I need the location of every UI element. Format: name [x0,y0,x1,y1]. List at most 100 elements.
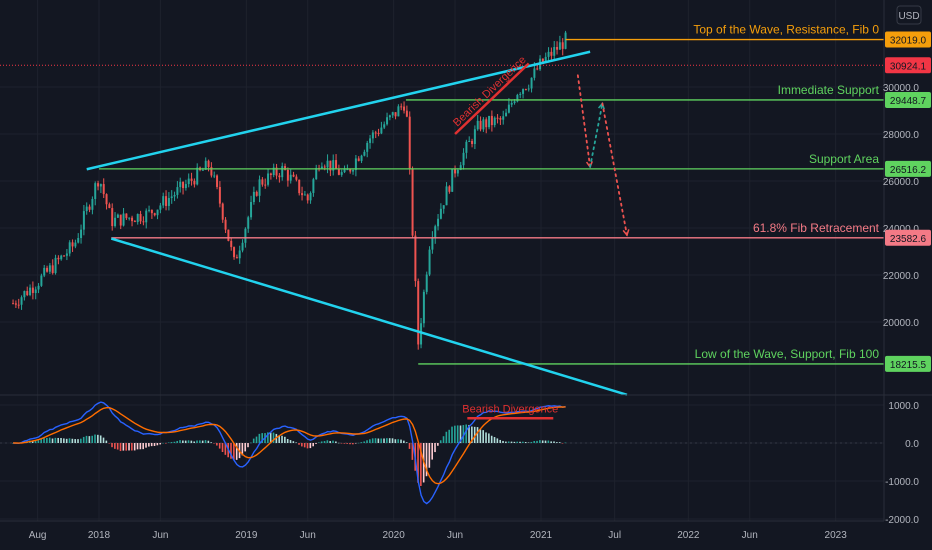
macd-histogram-bar [312,443,314,447]
macd-histogram-bar [216,443,218,446]
macd-histogram-bar [439,440,442,443]
macd-histogram-bar [119,443,122,452]
macd-histogram-bar [142,443,144,450]
macd-histogram-bar [193,441,195,443]
x-tick-label: Jun [300,530,316,541]
candle-body [148,209,151,211]
candle-body [454,169,457,174]
macd-histogram-bar [80,438,82,443]
candle-body [488,115,491,128]
macd-histogram-bar [281,435,283,443]
macd-histogram-bar [352,443,354,445]
macd-histogram-bar [437,443,439,446]
macd-histogram-bar [159,443,161,445]
macd-histogram-bar [346,443,348,444]
x-tick-label: 2022 [677,530,700,541]
candle-body [496,117,499,119]
candle-body [275,167,278,176]
macd-histogram-bar [493,437,496,443]
macd-histogram-bar [88,436,91,443]
macd-histogram-bar [210,442,212,443]
macd-histogram-bar [199,440,201,443]
macd-histogram-bar [258,433,261,443]
currency-button[interactable]: USD [896,5,922,25]
candle-body [451,169,454,192]
macd-histogram-bar [114,443,116,449]
macd-histogram-bar [111,443,113,448]
macd-histogram-bar [471,426,473,443]
upper-trendline[interactable] [86,50,591,171]
lower-trendline[interactable] [110,237,628,397]
candle-body [190,178,193,181]
candle-body [439,208,442,219]
level-price-tag-text: 29448.7 [890,96,927,107]
macd-histogram-bar [272,432,275,443]
candle-body [136,213,139,222]
macd-histogram-bar [533,441,535,443]
macd-histogram-bar [530,441,533,443]
macd-histogram-bar [522,441,524,443]
level-price-tag [885,355,931,372]
macd-histogram-bar [241,443,244,456]
candle-body [150,209,153,214]
price-divergence-line[interactable] [454,62,530,135]
macd-histogram-bar [394,439,397,443]
macd-histogram-bar [190,440,193,443]
macd-histogram-bar [196,440,198,443]
macd-histogram-bar [284,436,286,443]
macd-histogram-bar [182,440,184,443]
macd-histogram-bar [57,437,59,443]
candle-body [547,51,550,57]
candle-body [216,175,219,187]
macd-histogram-bar [235,443,238,460]
projection-segment [601,102,628,236]
candle-body [227,229,230,241]
candle-body [88,206,91,210]
candle-body [473,129,476,144]
macd-histogram-bar [490,435,493,443]
candle-body [422,291,425,324]
level-price-tag-text: 30924.1 [890,61,927,72]
macd-histogram-bar [405,442,408,443]
macd-histogram-bar [221,443,224,453]
macd-histogram-bar [547,440,550,443]
candle-body [57,257,60,260]
candle-body [250,202,253,218]
level-price-tag [885,160,931,177]
macd-histogram-bar [201,440,204,443]
x-tick-label: Aug [29,530,47,541]
candle-body [403,106,406,111]
candle-body [522,89,525,94]
y-tick-label: 30000.0 [883,83,920,94]
candle-body [352,170,355,172]
horizontal-levels: Top of the Wave, Resistance, Fib 0 Immedi… [0,23,884,365]
candle-body [145,210,148,223]
macd-histogram-bar [224,443,227,455]
candle-body [502,116,505,120]
macd-indicator: Bearish Divergence [0,401,884,505]
candle-body [196,167,199,185]
candle-body [34,289,37,293]
candle-body [323,166,326,168]
candle-body [471,140,474,144]
macd-histogram-bar [369,439,371,443]
macd-histogram-bar [82,436,85,443]
candle-body [505,112,508,117]
macd-histogram-bar [105,440,108,443]
y-tick-label: 28000.0 [883,130,920,141]
candle-body [556,46,559,50]
macd-histogram-bar [91,435,93,443]
candle-body [391,112,394,116]
candle-body [210,167,213,176]
candle-body [332,160,335,171]
macd-histogram-bar [99,435,102,443]
candle-body [68,242,71,254]
candle-body [295,176,298,180]
macd-histogram-bar [553,441,555,443]
candle-body [326,160,329,168]
macd-histogram-bar [391,438,394,443]
candle-body [434,226,437,238]
candle-body [221,203,224,220]
candle-body [550,51,553,56]
